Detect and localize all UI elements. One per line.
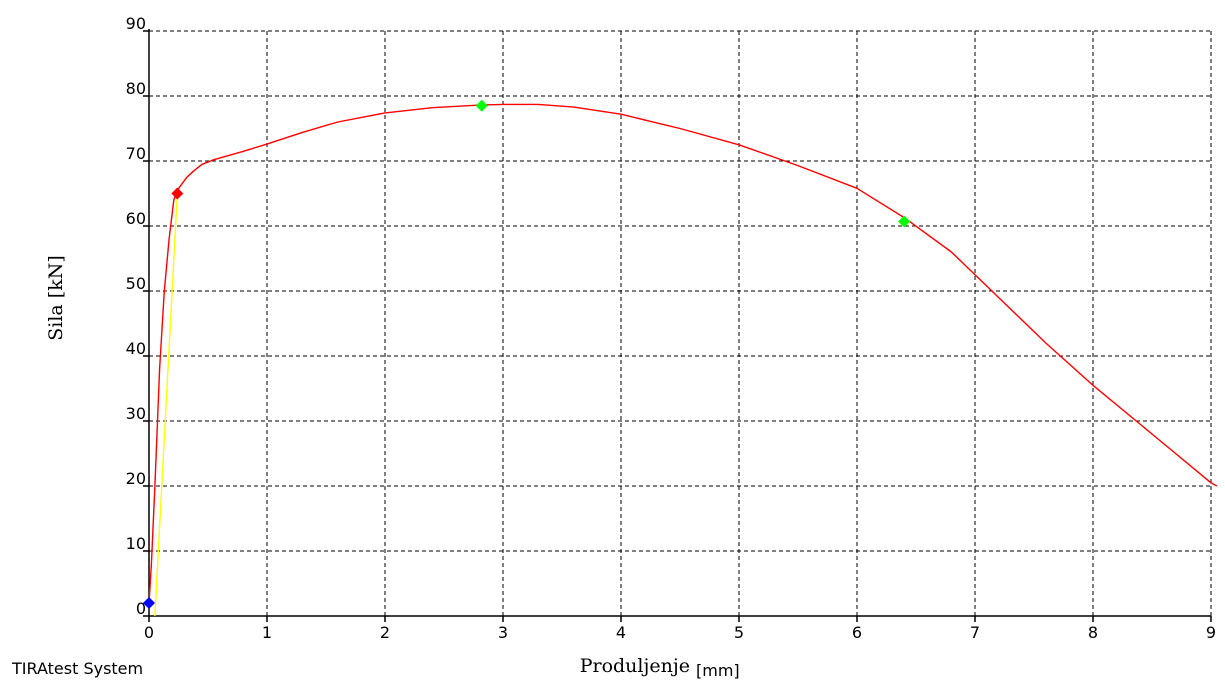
- x-axis-title: Produljenje: [580, 655, 690, 677]
- y-tick-label: 10: [126, 534, 146, 553]
- y-tick-label: 40: [126, 339, 146, 358]
- y-tick-label: 70: [126, 144, 146, 163]
- series-line: [154, 193, 178, 617]
- x-tick-label: 8: [1088, 623, 1098, 642]
- y-axis-title: Sila [kN]: [45, 255, 67, 341]
- y-tick-label: 90: [126, 14, 146, 33]
- y-tick-labels: 0 10 20 30 40 50 60 70 80 90: [126, 14, 146, 618]
- data-marker: [171, 187, 184, 200]
- y-tick-label: 30: [126, 404, 146, 423]
- x-tick-label: 0: [144, 623, 154, 642]
- data-marker: [898, 215, 911, 228]
- data-marker: [475, 99, 488, 112]
- x-tick-labels: 0 1 2 3 4 5 6 7 8 9: [144, 623, 1216, 642]
- x-tick-label: 7: [970, 623, 980, 642]
- y-tick-label: 80: [126, 79, 146, 98]
- y-tick-label: 20: [126, 469, 146, 488]
- axes: [143, 29, 1212, 622]
- x-axis-unit: [mm]: [696, 661, 740, 680]
- y-tick-label: 50: [126, 274, 146, 293]
- series-line: [148, 103, 1218, 604]
- y-tick-label: 60: [126, 209, 146, 228]
- footer-label: TIRAtest System: [11, 659, 143, 678]
- x-tick-label: 1: [262, 623, 272, 642]
- x-tick-label: 2: [380, 623, 390, 642]
- x-tick-label: 4: [616, 623, 626, 642]
- x-tick-label: 6: [852, 623, 862, 642]
- series-group: [148, 103, 1218, 617]
- x-tick-label: 9: [1206, 623, 1216, 642]
- markers: [143, 99, 911, 609]
- grid: [149, 30, 1212, 616]
- x-tick-label: 5: [734, 623, 744, 642]
- x-tick-label: 3: [498, 623, 508, 642]
- y-tick-label: 0: [136, 599, 146, 618]
- data-marker: [143, 597, 155, 609]
